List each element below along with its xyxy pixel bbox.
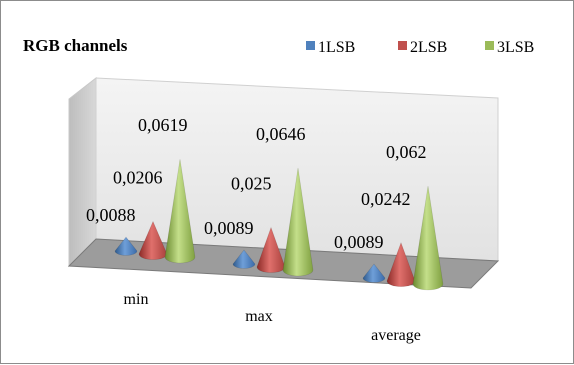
- legend-item-3lsb: 3LSB: [485, 39, 534, 56]
- legend-item-2lsb: 2LSB: [398, 39, 447, 56]
- data-label-3lsb-max: 0,0646: [256, 124, 306, 144]
- data-label-2lsb-average: 0,0242: [361, 189, 411, 209]
- legend-item-1lsb: 1LSB: [306, 39, 355, 56]
- data-label-3lsb-min: 0,0619: [138, 115, 188, 135]
- cone-1lsb-average: [362, 263, 386, 283]
- data-label-3lsb-average: 0,062: [386, 142, 427, 162]
- data-label-2lsb-min: 0,0206: [113, 167, 163, 187]
- category-label-min: min: [124, 291, 149, 308]
- cone-1lsb-max: [232, 249, 256, 269]
- category-label-max: max: [245, 308, 273, 325]
- data-label-1lsb-min: 0,0088: [86, 205, 136, 225]
- data-label-1lsb-average: 0,0089: [334, 232, 384, 252]
- cone-3lsb-max: [282, 167, 314, 277]
- legend-swatch-3lsb: [485, 41, 494, 50]
- labels-layer: 0,0088 0,0206 0,0619 0,0089 0,025 0,0646 0,008…: [86, 115, 427, 252]
- cones-layer: [114, 159, 444, 291]
- legend-label-1lsb: 1LSB: [318, 39, 355, 56]
- cone-3lsb-min: [164, 159, 196, 264]
- data-label-1lsb-max: 0,0089: [204, 218, 254, 238]
- legend-swatch-2lsb: [398, 41, 407, 50]
- side-wall: [68, 76, 97, 268]
- legend-swatch-1lsb: [306, 41, 315, 50]
- legend-label-3lsb: 3LSB: [497, 39, 534, 56]
- legend-label-2lsb: 2LSB: [410, 39, 447, 56]
- category-labels: min max average: [124, 291, 421, 344]
- category-label-average: average: [371, 327, 421, 344]
- legend: 1LSB 2LSB 3LSB: [306, 39, 534, 56]
- data-label-2lsb-max: 0,025: [231, 174, 272, 194]
- cone-1lsb-min: [114, 236, 138, 256]
- chart-title: RGB channels: [23, 36, 128, 55]
- cone-3lsb-average: [412, 185, 444, 291]
